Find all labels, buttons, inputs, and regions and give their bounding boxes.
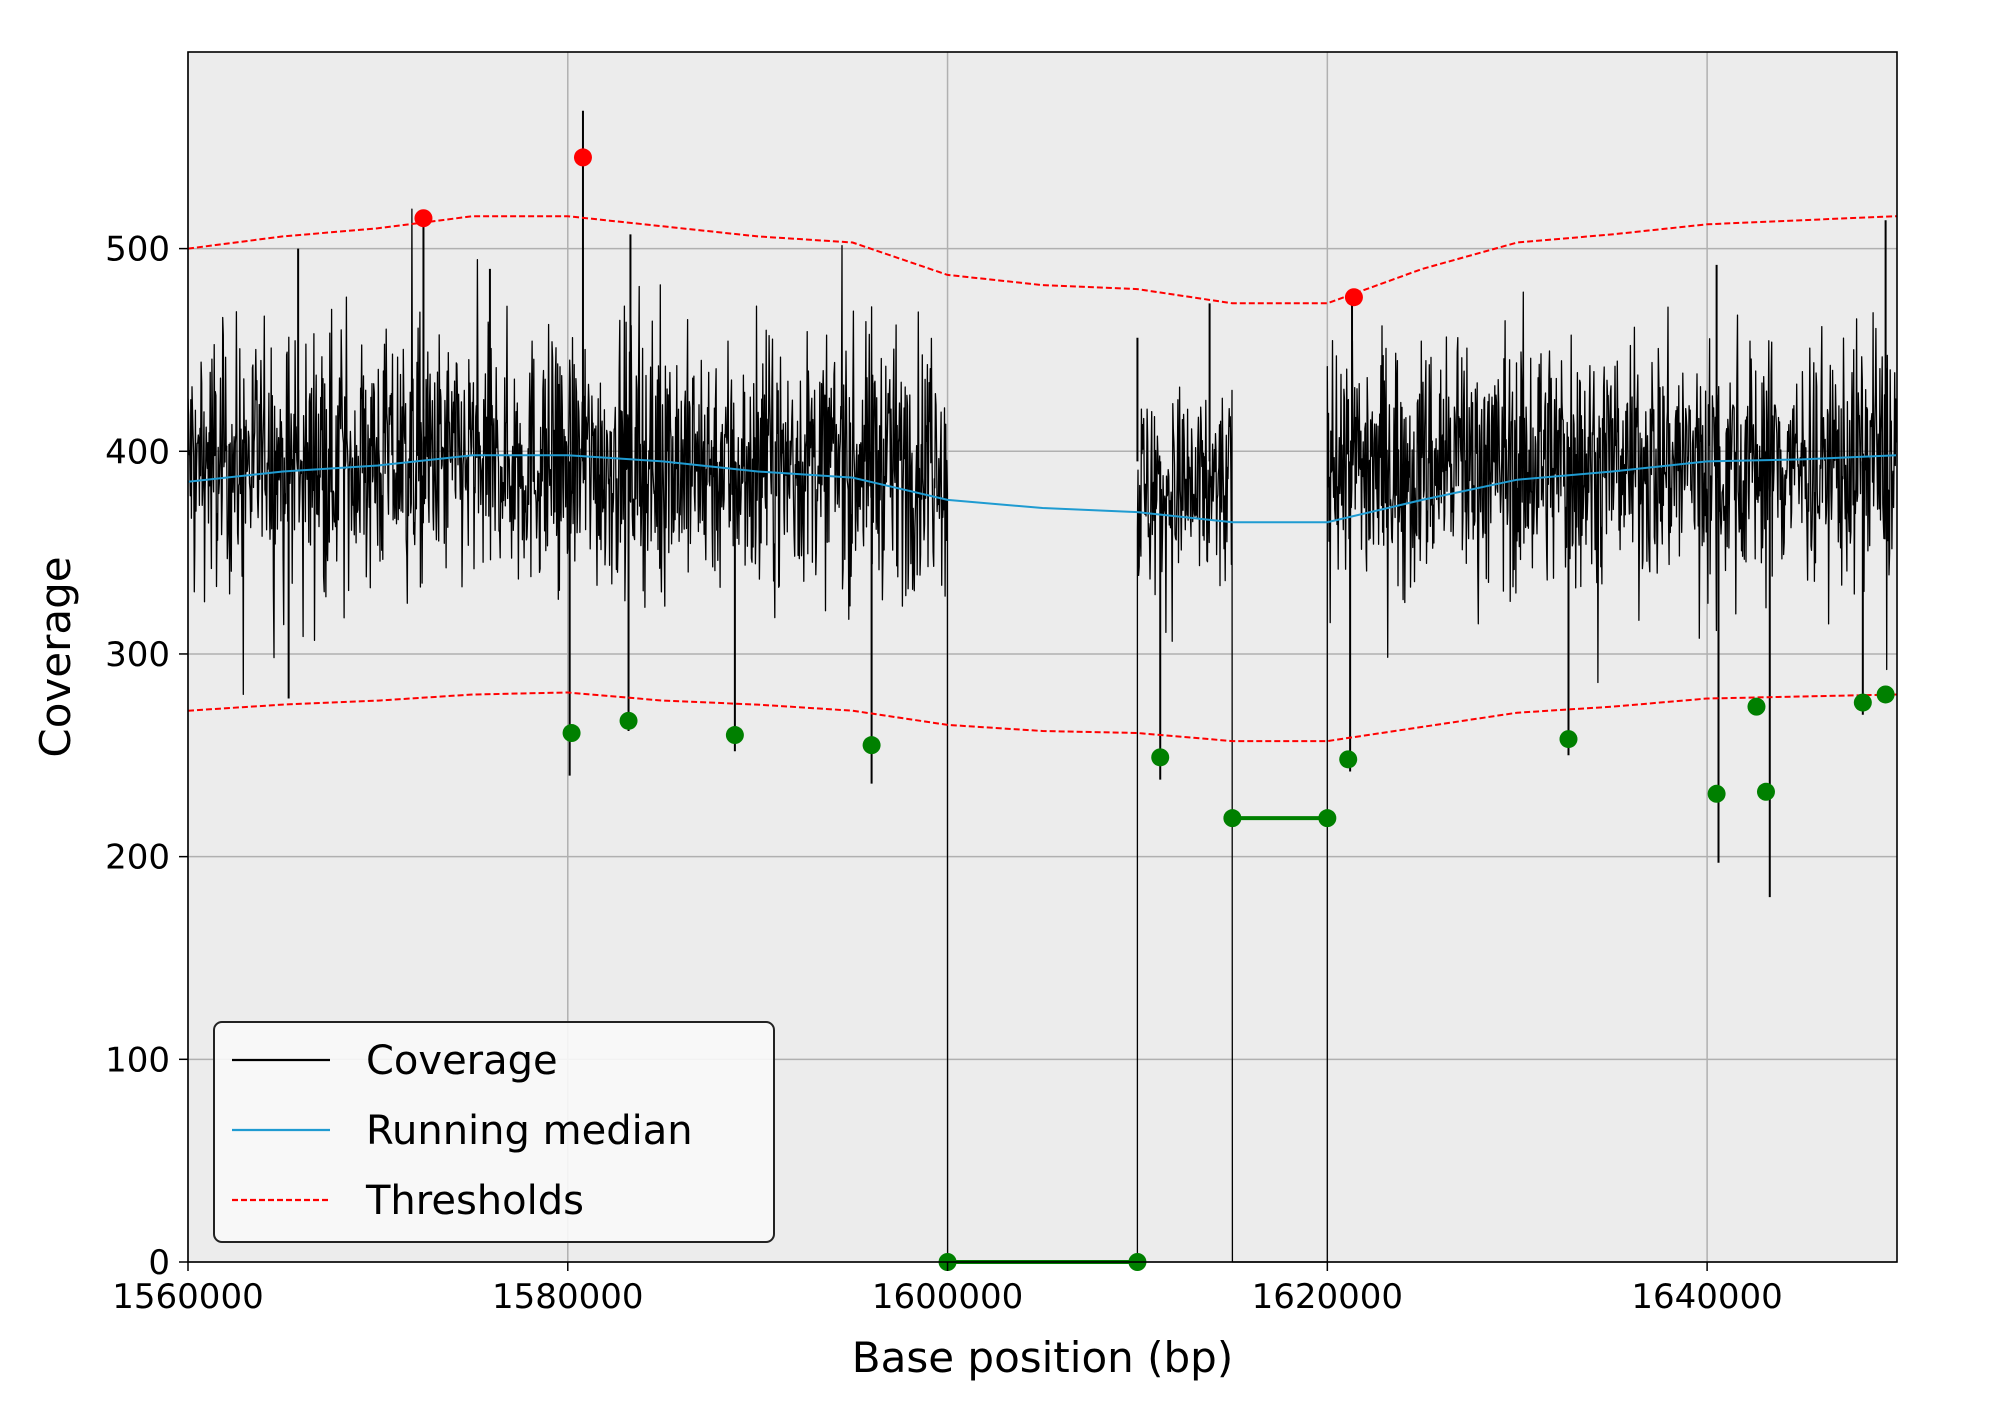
high-outlier-point [573, 148, 592, 167]
low-outlier-point [1339, 750, 1358, 769]
upper-threshold-line [188, 215, 1897, 305]
low-outlier-point [1223, 809, 1242, 828]
low-outlier-point [1318, 809, 1337, 828]
legend-label-running-median: Running median [366, 1108, 693, 1154]
y-tick-label: 100 [105, 1040, 170, 1080]
low-outlier-point [1707, 784, 1726, 803]
coverage-line [188, 208, 1897, 1263]
low-outlier-point [1876, 685, 1895, 704]
low-outlier-point [1853, 693, 1872, 712]
axes: 1560000 1580000 1600000 1620000 1640000 0 100 2… [105, 230, 1783, 1317]
legend-label-coverage: Coverage [366, 1038, 558, 1084]
x-tick-label: 1580000 [492, 1277, 643, 1317]
low-outlier-point [725, 726, 744, 745]
y-axis-label: Coverage [31, 556, 80, 757]
x-tick-label: 1620000 [1252, 1277, 1403, 1317]
legend: Coverage Running median Thresholds [213, 1021, 775, 1243]
low-outlier-point [1559, 730, 1578, 749]
y-tick-label: 500 [105, 230, 170, 270]
y-tick-label: 200 [105, 838, 170, 878]
running-median-line [188, 454, 1897, 524]
y-tick-label: 0 [148, 1243, 170, 1283]
legend-box [213, 1021, 775, 1243]
y-tick-label: 300 [105, 635, 170, 675]
y-tick-label: 400 [105, 432, 170, 472]
high-outlier-point [414, 209, 433, 228]
low-outlier-point [619, 711, 638, 730]
low-outlier-point [562, 724, 581, 743]
plot-frame [187, 51, 1898, 1263]
x-tick-label: 1560000 [112, 1277, 263, 1317]
x-axis-label: Base position (bp) [852, 1333, 1233, 1382]
lower-threshold-line [188, 691, 1897, 743]
x-tick-label: 1600000 [872, 1277, 1023, 1317]
x-tick-label: 1640000 [1631, 1277, 1782, 1317]
low-outlier-point [1151, 748, 1170, 767]
high-outlier-point [1344, 288, 1363, 307]
low-outlier-point [1747, 697, 1766, 716]
low-outlier-point [1756, 782, 1775, 801]
low-outlier-point [862, 736, 881, 755]
legend-label-thresholds: Thresholds [365, 1178, 584, 1224]
